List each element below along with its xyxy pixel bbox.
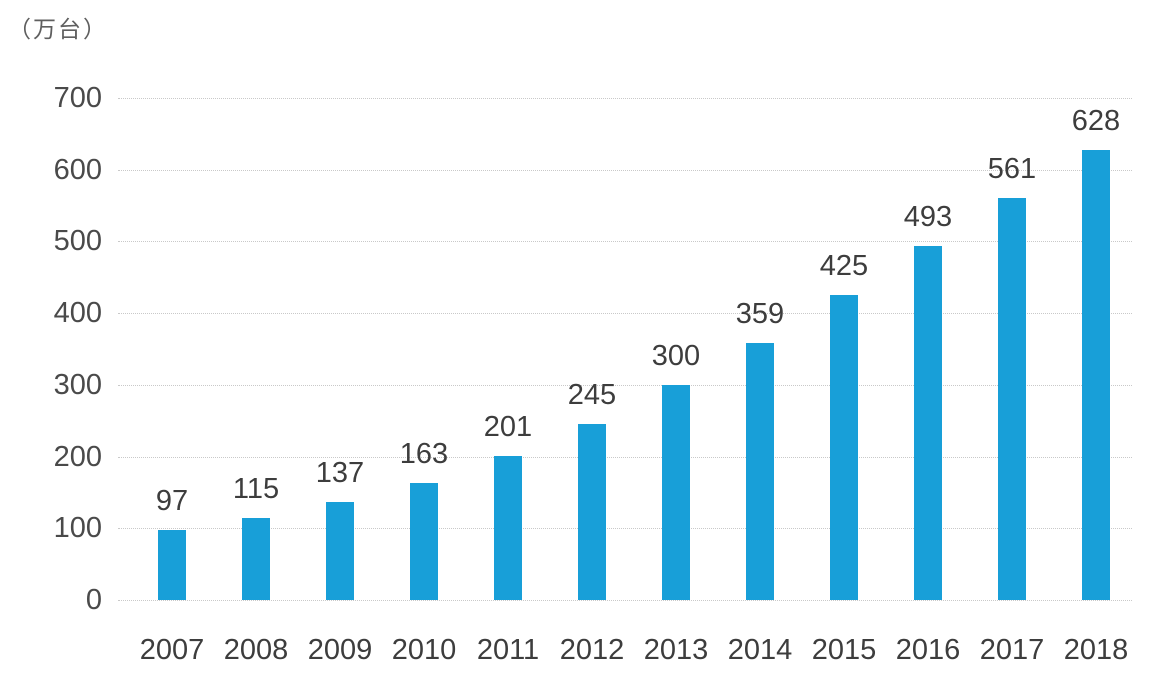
x-tick-label: 2009 [307,634,373,666]
gridline [118,98,1132,99]
x-tick-label: 2011 [476,634,540,666]
gridline [118,456,1132,458]
x-tick-label: 2007 [139,634,205,666]
bar-value-label: 359 [735,297,785,330]
bar-value-label: 245 [567,379,617,412]
bar-value-label: 201 [483,410,533,443]
bar-2012 [578,424,606,600]
y-tick-label: 400 [53,297,102,330]
x-tick-label: 2012 [559,634,625,666]
bar-value-label: 561 [987,152,1037,185]
bar-value-label: 425 [819,250,869,283]
bar-value-label: 163 [399,438,449,471]
bar-value-label: 97 [155,485,189,518]
bar-value-label: 115 [232,472,280,505]
gridline [118,169,1132,171]
y-tick-label: 700 [53,82,102,114]
x-tick-label: 2013 [643,634,709,666]
x-tick-label: 2016 [895,634,961,666]
bar-2016 [914,246,942,600]
x-tick-label: 2008 [223,634,289,666]
gridline [118,600,1132,601]
bar-2007 [158,530,186,600]
bar-value-label: 493 [903,201,953,234]
bar-2010 [410,483,438,600]
gridline [118,313,1132,315]
y-tick-label: 500 [53,225,102,258]
bar-2018 [1082,149,1110,600]
y-tick-label: 200 [53,440,102,473]
bar-value-label: 300 [651,339,701,372]
gridline [118,241,1132,243]
y-tick-label: 300 [53,368,102,401]
y-axis-unit-label: （万台） [8,16,108,42]
x-tick-label: 2017 [979,634,1045,666]
bar-value-label: 137 [315,456,365,489]
bar-2011 [494,455,522,600]
x-tick-label: 2014 [727,634,793,666]
x-tick-label: 2018 [1063,634,1129,666]
x-tick-label: 2010 [391,634,457,666]
y-tick-label: 600 [53,153,102,186]
bar-2014 [746,342,774,600]
gridline [118,528,1132,530]
bar-2008 [242,517,270,600]
y-tick-label: 0 [85,584,102,616]
y-tick-label: 100 [53,512,102,545]
bar-2017 [998,197,1026,600]
gridline [118,384,1132,386]
bar-2013 [662,384,690,600]
bar-2009 [326,501,354,600]
bar-2015 [830,295,858,600]
x-tick-label: 2015 [811,634,877,666]
bar-value-label: 628 [1071,104,1121,137]
